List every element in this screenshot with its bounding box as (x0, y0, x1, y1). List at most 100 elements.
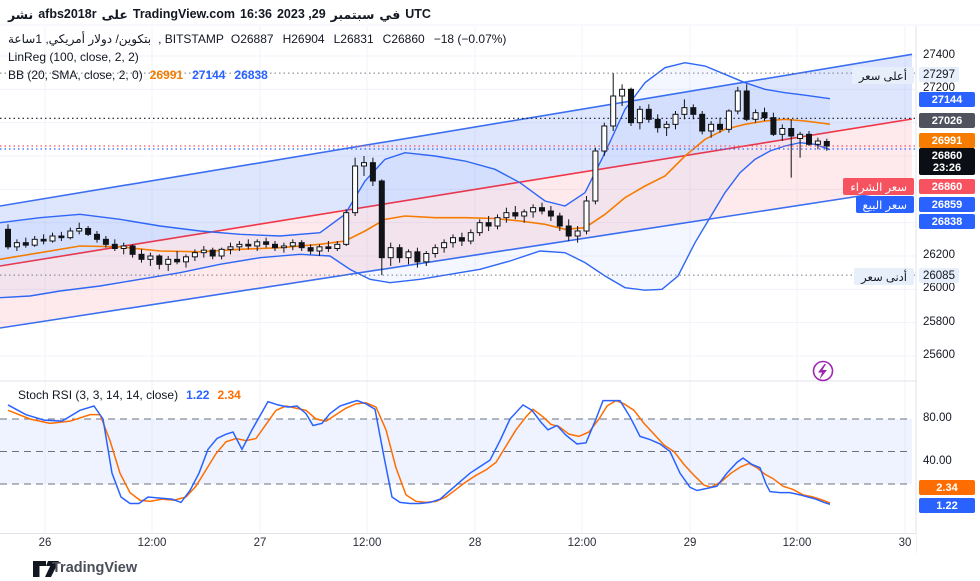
candle-body (672, 113, 679, 125)
bb-upper-line[interactable] (0, 61, 831, 237)
candle-body (806, 133, 812, 145)
candle-body (76, 228, 83, 232)
price-badge-26838: 26838 (919, 214, 975, 229)
candle-body (450, 237, 456, 244)
time-tick-12:00: 12:00 (782, 537, 812, 549)
candle-body (129, 245, 136, 255)
candle-body (547, 210, 554, 217)
candle-body (556, 215, 563, 227)
candle-body (432, 247, 439, 255)
ohlc-values: O26887 H26904 L26831 C26860 −18 (−0.07%) (231, 30, 507, 48)
bb-label: BB (20, SMA, close, 2, 0) (8, 68, 143, 82)
candle-body (797, 133, 804, 139)
time-tick-12:00: 12:00 (352, 537, 382, 549)
header-token-2: على (101, 7, 128, 22)
ohlc-item: −18 (−0.07%) (433, 32, 507, 46)
candle-body (467, 232, 474, 242)
linreg-upper-line[interactable] (0, 53, 913, 207)
tradingview-logo-icon[interactable] (30, 558, 80, 581)
price-line-value: 26085 (919, 268, 959, 283)
candle-body (227, 246, 234, 250)
candle-body (263, 241, 270, 245)
stoch-rsi-legend[interactable]: Stoch RSI (3, 3, 14, 14, close) 1.22 2.3… (18, 388, 241, 402)
header-token-6: سبتمبر (330, 7, 375, 22)
chart-legend[interactable]: بتكوين/ دولار أمريكي, 1ساعة , BITSTAMP O2… (8, 30, 506, 84)
stoch-d-value: 2.34 (217, 388, 241, 402)
candle-body (200, 249, 207, 254)
stoch-d-line[interactable] (7, 399, 831, 504)
price-line-label[interactable]: سعر البيع (855, 196, 914, 213)
candle-body (165, 258, 172, 265)
linreg-center-line[interactable] (0, 118, 913, 267)
candle-body (530, 207, 537, 213)
candle-body (699, 113, 706, 132)
time-tick-30: 30 (898, 537, 912, 549)
header-token-5: 2023 ,29 (276, 7, 326, 21)
candle-body (138, 253, 145, 260)
candle-body (378, 180, 385, 259)
candle-body (823, 141, 830, 147)
header-token-1: afbs2018r (38, 7, 97, 21)
candle-body (369, 162, 376, 182)
candle-body (494, 217, 501, 227)
candle-body (814, 140, 821, 145)
stoch-label: Stoch RSI (3, 3, 14, 14, close) (18, 388, 179, 402)
candle-body (343, 212, 350, 245)
linreg-lower-line[interactable] (0, 187, 913, 329)
candle-body (458, 237, 465, 242)
price-line-label[interactable]: سعر الشراء (843, 178, 914, 195)
candle-body (574, 230, 581, 237)
time-scale[interactable]: 26 12:00 27 12:00 28 12:00 29 12:00 30 (0, 533, 916, 554)
linreg-lower-fill (0, 119, 912, 328)
candle-body (610, 95, 617, 127)
bb-lower-line[interactable] (0, 141, 831, 299)
candle-body (565, 225, 572, 237)
bb-value: 26838 (234, 68, 268, 82)
candle-body (770, 117, 777, 135)
candle-body (236, 243, 243, 248)
price-tick-26200: 26200 (923, 249, 955, 261)
linreg-label: LinReg (100, close, 2, 2) (8, 50, 139, 64)
lightning-bolt-icon[interactable] (818, 364, 827, 380)
candle-body (111, 243, 118, 249)
candle-body (156, 255, 163, 265)
candle-body (405, 251, 412, 259)
price-tick-25600: 25600 (923, 349, 955, 361)
time-tick-26: 26 (38, 537, 52, 549)
candle-body (539, 207, 545, 212)
candle-body (761, 112, 768, 119)
stoch-k-line[interactable] (7, 399, 831, 506)
candle-body (681, 107, 688, 115)
price-line-label[interactable]: أدنى سعر (854, 268, 914, 285)
price-badge-27144: 27144 (919, 92, 975, 107)
candle-body (102, 238, 109, 245)
symbol-exchange: , BITSTAMP (158, 32, 224, 46)
candle-body (67, 230, 74, 239)
price-line-label[interactable]: أعلى سعر (851, 67, 914, 84)
price-tick-26000: 26000 (923, 282, 955, 295)
candle-body (725, 110, 732, 130)
ohlc-item: H26904 (282, 32, 325, 46)
candle-body (334, 243, 341, 249)
footer-bar: TradingView (0, 554, 980, 581)
header-token-3: TradingView.com (132, 7, 235, 21)
bb-value: 27144 (192, 68, 226, 82)
linreg-legend-row[interactable]: LinReg (100, close, 2, 2) (8, 48, 506, 66)
price-badge-26859: 26859 (919, 197, 975, 212)
symbol-legend-row[interactable]: بتكوين/ دولار أمريكي, 1ساعة , BITSTAMP O2… (8, 30, 506, 48)
candle-body (316, 246, 323, 252)
price-badge-26991: 26991 (919, 133, 975, 148)
bb-legend-row[interactable]: BB (20, SMA, close, 2, 0) 26991 27144 2683… (8, 66, 506, 84)
time-tick-27: 27 (253, 537, 267, 549)
price-badge-26860: 26860 23:26 (919, 148, 975, 175)
candle-body (387, 247, 394, 259)
candle-body (414, 251, 421, 263)
candle-body (289, 242, 296, 247)
candle-body (183, 256, 189, 263)
candle-body (280, 245, 287, 249)
header-token-4: 16:36 (240, 7, 272, 21)
candle-body (592, 150, 599, 202)
price-tick-27400: 27400 (923, 49, 955, 61)
tradingview-brand-text[interactable]: TradingView (52, 560, 138, 576)
